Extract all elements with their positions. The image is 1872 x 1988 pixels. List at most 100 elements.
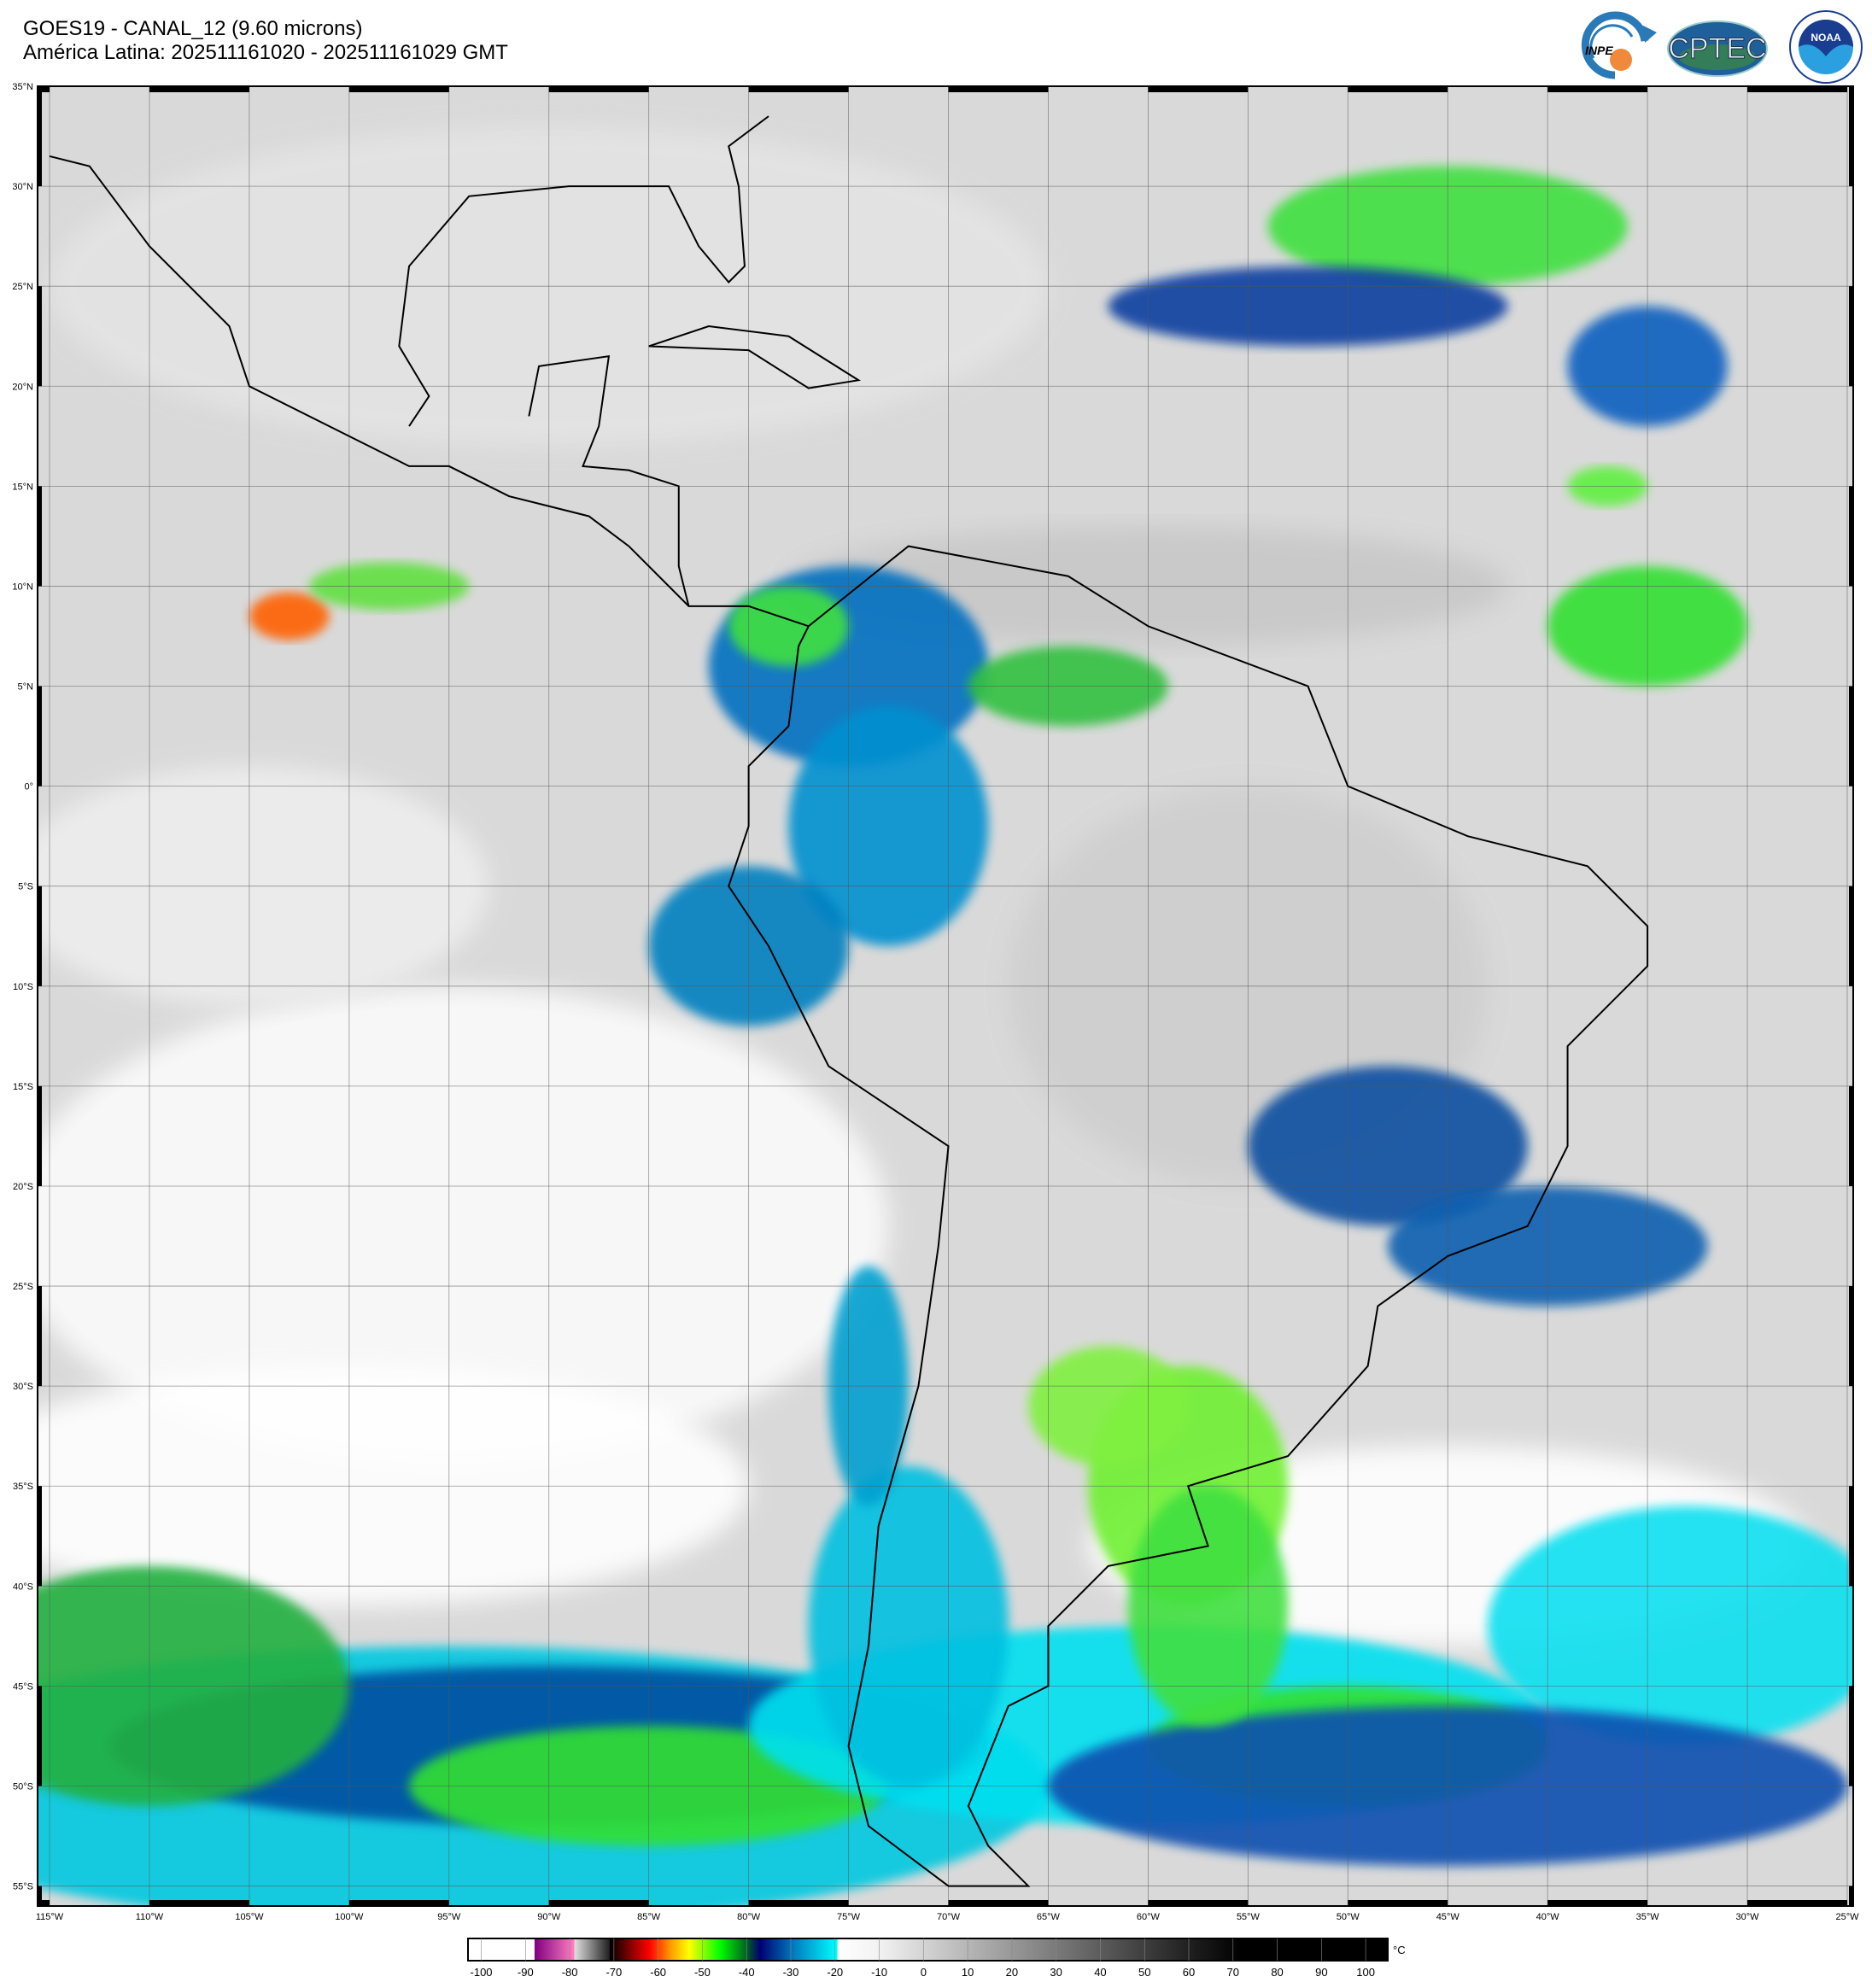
longitude-label: 105°W bbox=[235, 1912, 264, 1922]
latitude-label: 20°N bbox=[12, 382, 33, 392]
frame-tick bbox=[1547, 1900, 1648, 1906]
map-frame bbox=[37, 85, 1854, 1907]
latitude-label: 5°S bbox=[18, 882, 33, 892]
frame-tick bbox=[38, 1085, 42, 1186]
frame-tick bbox=[1849, 486, 1853, 587]
frame-tick bbox=[1747, 1900, 1847, 1906]
frame-tick bbox=[1849, 1486, 1853, 1587]
longitude-label: 45°W bbox=[1436, 1912, 1460, 1922]
cloud-region bbox=[249, 592, 330, 640]
colorbar-tick-label: 50 bbox=[1138, 1966, 1150, 1979]
latitude-label: 15°S bbox=[13, 1082, 33, 1092]
frame-tick bbox=[1747, 86, 1847, 92]
colorbar-tick-label: -40 bbox=[739, 1966, 755, 1979]
coastline bbox=[398, 115, 769, 427]
colorbar-tick-label: -80 bbox=[562, 1966, 578, 1979]
frame-tick bbox=[38, 486, 42, 587]
frame-tick bbox=[748, 1900, 849, 1906]
frame-tick bbox=[948, 1900, 1049, 1906]
colorbar-unit: °C bbox=[1393, 1944, 1406, 1956]
frame-tick bbox=[548, 1900, 649, 1906]
longitude-label: 75°W bbox=[837, 1912, 861, 1922]
svg-text:NOAA: NOAA bbox=[1811, 32, 1841, 44]
map-subtitle: América Latina: 202511161020 - 202511161… bbox=[23, 41, 508, 64]
colorbar-tick-label: -100 bbox=[471, 1966, 493, 1979]
colorbar-tick-label: 0 bbox=[921, 1966, 927, 1979]
frame-tick bbox=[149, 86, 249, 92]
longitude-label: 55°W bbox=[1237, 1912, 1261, 1922]
longitude-label: 70°W bbox=[937, 1912, 961, 1922]
latitude-label: 10°N bbox=[12, 582, 33, 592]
longitude-label: 80°W bbox=[737, 1912, 761, 1922]
longitude-label: 100°W bbox=[335, 1912, 364, 1922]
longitude-label: 35°W bbox=[1636, 1912, 1660, 1922]
frame-tick bbox=[1148, 86, 1249, 92]
coastline bbox=[528, 354, 690, 607]
colorbar-tick-label: 10 bbox=[962, 1966, 974, 1979]
frame-tick bbox=[38, 1886, 42, 1906]
frame-tick bbox=[38, 1286, 42, 1387]
colorbar-tick-label: 100 bbox=[1356, 1966, 1375, 1979]
frame-tick bbox=[1348, 1900, 1448, 1906]
noaa-logo: NOAA bbox=[1789, 10, 1863, 84]
frame-tick bbox=[948, 86, 1049, 92]
latitude-label: 30°N bbox=[12, 182, 33, 192]
colorbar-tick-label: -10 bbox=[871, 1966, 887, 1979]
frame-tick bbox=[348, 1900, 449, 1906]
longitude-label: 95°W bbox=[437, 1912, 461, 1922]
longitude-label: 25°W bbox=[1835, 1912, 1859, 1922]
coastline bbox=[728, 545, 1649, 1887]
latitude-label: 10°S bbox=[13, 982, 33, 992]
cloud-region bbox=[1028, 1346, 1189, 1466]
frame-tick bbox=[1849, 1085, 1853, 1186]
latitude-label: 35°N bbox=[12, 82, 33, 92]
latitude-label: 0° bbox=[24, 782, 33, 792]
temperature-colorbar: -100 -90 -80 -70 -60 -50 -40 -30 -20 -10 0 10 20 30 40… bbox=[467, 1938, 1406, 1979]
latitude-label: 20°S bbox=[13, 1182, 33, 1192]
longitude-label: 115°W bbox=[36, 1912, 64, 1922]
colorbar-tick-label: -20 bbox=[827, 1966, 843, 1979]
longitude-label: 40°W bbox=[1536, 1912, 1560, 1922]
latitude-label: 15°N bbox=[12, 482, 33, 492]
frame-tick bbox=[38, 1686, 42, 1786]
cloud-region bbox=[808, 1465, 1009, 1786]
colorbar-tick-label: -30 bbox=[783, 1966, 799, 1979]
frame-tick bbox=[38, 286, 42, 387]
frame-tick bbox=[38, 1486, 42, 1587]
frame-tick bbox=[38, 1900, 50, 1906]
longitude-label: 50°W bbox=[1337, 1912, 1360, 1922]
frame-tick bbox=[1849, 886, 1853, 986]
svg-text:CPTEC: CPTEC bbox=[1668, 32, 1766, 65]
map-title: GOES19 - CANAL_12 (9.60 microns) bbox=[23, 17, 363, 40]
latitude-label: 25°S bbox=[13, 1282, 33, 1292]
colorbar-tick-label: 60 bbox=[1183, 1966, 1195, 1979]
colorbar-tick-label: 30 bbox=[1050, 1966, 1062, 1979]
latitude-label: 50°S bbox=[13, 1781, 33, 1792]
frame-tick bbox=[38, 886, 42, 986]
latitude-label: 45°S bbox=[13, 1681, 33, 1692]
frame-tick bbox=[1849, 1886, 1853, 1906]
frame-tick bbox=[1348, 86, 1448, 92]
longitude-label: 60°W bbox=[1137, 1912, 1161, 1922]
frame-tick bbox=[1547, 86, 1648, 92]
latitude-label: 55°S bbox=[13, 1882, 33, 1892]
latitude-label: 35°S bbox=[13, 1482, 33, 1492]
frame-tick bbox=[38, 686, 42, 786]
colorbar-tick-label: 20 bbox=[1006, 1966, 1018, 1979]
colorbar-tick-label: -90 bbox=[518, 1966, 534, 1979]
inpe-logo: INPE bbox=[1581, 11, 1657, 79]
frame-tick bbox=[1849, 286, 1853, 387]
colorbar-gradient bbox=[467, 1938, 1389, 1962]
coastline bbox=[648, 325, 862, 389]
longitude-label: 90°W bbox=[537, 1912, 561, 1922]
frame-tick bbox=[1849, 86, 1853, 187]
frame-tick bbox=[38, 86, 42, 187]
colorbar-tick-label: -50 bbox=[694, 1966, 711, 1979]
frame-tick bbox=[548, 86, 649, 92]
colorbar-tick-label: 70 bbox=[1227, 1966, 1239, 1979]
latitude-label: 30°S bbox=[13, 1382, 33, 1392]
cloud-region bbox=[728, 586, 849, 667]
cptec-logo: CPTEC bbox=[1667, 20, 1768, 77]
frame-tick bbox=[149, 1900, 249, 1906]
